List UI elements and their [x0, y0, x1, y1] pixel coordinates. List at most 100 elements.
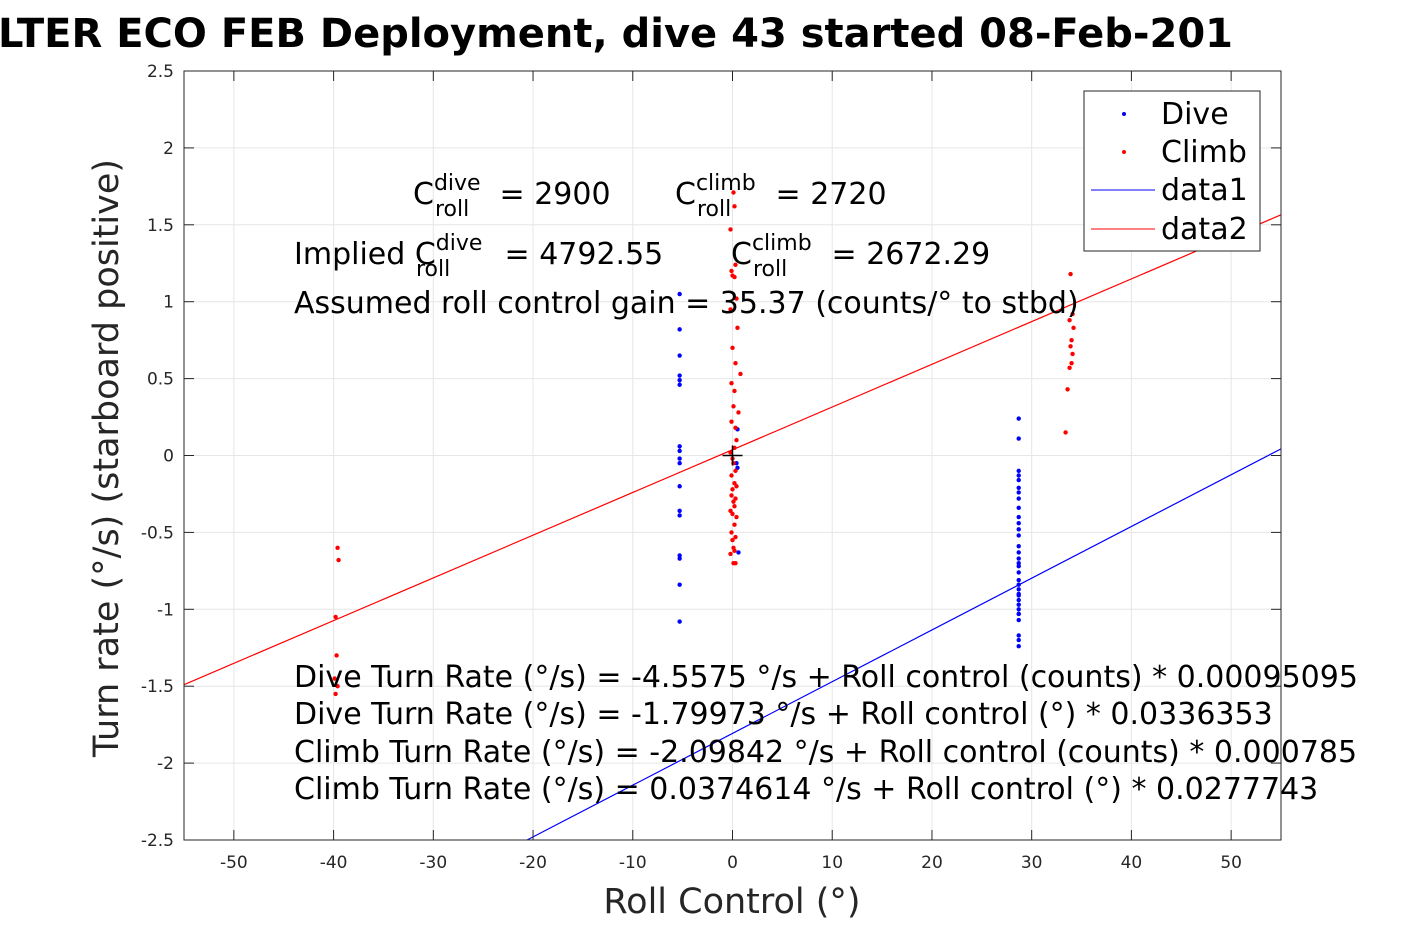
- implied-climb-prefix: C: [731, 237, 752, 272]
- c-dive-annotation: Cdive roll = 2900: [413, 171, 611, 222]
- point-climb: [1070, 311, 1075, 317]
- point-dive: [1016, 436, 1021, 441]
- point-dive: [677, 484, 682, 489]
- c-climb-value: = 2720: [766, 177, 887, 212]
- y-tick-label: -2: [157, 754, 174, 774]
- point-dive: [1016, 564, 1021, 569]
- point-climb: [735, 325, 740, 331]
- point-dive: [677, 291, 682, 297]
- point-climb: [732, 204, 737, 209]
- point-climb: [728, 551, 733, 557]
- point-dive: [677, 556, 682, 561]
- point-climb: [732, 504, 737, 509]
- point-climb: [729, 268, 734, 274]
- point-dive: [1016, 611, 1021, 617]
- implied-climb-sup: climb: [752, 231, 812, 256]
- point-climb: [736, 410, 741, 415]
- point-dive: [677, 353, 682, 358]
- point-climb: [1065, 387, 1070, 392]
- y-tick-label: 0.5: [147, 370, 174, 390]
- point-climb: [734, 296, 739, 301]
- point-dive: [1016, 644, 1021, 649]
- c-climb-sub: roll: [697, 197, 731, 222]
- c-dive-prefix: C: [413, 177, 434, 212]
- c-dive-value: = 2900: [490, 177, 611, 212]
- point-climb: [336, 557, 341, 563]
- point-dive: [1016, 533, 1021, 538]
- point-climb: [734, 437, 739, 443]
- point-dive: [677, 619, 682, 624]
- point-climb: [733, 361, 738, 366]
- point-climb: [728, 450, 733, 455]
- x-tick-label: 50: [1220, 853, 1242, 873]
- point-dive: [1016, 633, 1021, 638]
- center-marker: [722, 445, 743, 466]
- point-dive: [1016, 544, 1021, 549]
- point-climb: [730, 487, 735, 492]
- point-climb: [1071, 325, 1076, 331]
- point-dive: [677, 327, 682, 332]
- legend-label-dive: Dive: [1161, 97, 1229, 132]
- point-climb: [729, 381, 734, 386]
- point-dive: [677, 448, 682, 454]
- c-dive-sup: dive: [434, 171, 481, 196]
- point-dive: [1016, 617, 1021, 623]
- point-dive: [677, 508, 682, 514]
- point-dive: [1016, 520, 1021, 526]
- point-dive: [1016, 593, 1021, 598]
- equation-line-2: Dive Turn Rate (°/s) = -1.79973 °/s + Ro…: [294, 697, 1273, 732]
- x-tick-label: 40: [1121, 853, 1143, 873]
- implied-climb-sub: roll: [753, 257, 787, 282]
- legend-marker-dive: [1122, 112, 1126, 116]
- point-climb: [1069, 337, 1074, 343]
- y-tick-label: -1.5: [141, 677, 174, 697]
- point-climb: [733, 425, 738, 431]
- implied-dive-prefix: Implied C: [294, 237, 436, 272]
- equation-line-4: Climb Turn Rate (°/s) = 0.0374614 °/s + …: [294, 772, 1318, 807]
- point-dive: [1016, 582, 1021, 587]
- x-tick-label: -40: [320, 853, 348, 873]
- point-dive: [736, 550, 741, 555]
- point-climb: [731, 404, 736, 409]
- point-climb: [334, 653, 339, 658]
- point-climb: [738, 371, 743, 377]
- point-climb: [733, 468, 738, 474]
- x-tick-label: -10: [619, 853, 647, 873]
- point-dive: [1016, 416, 1021, 421]
- point-climb: [1067, 365, 1072, 371]
- point-dive: [1016, 514, 1021, 520]
- y-tick-label: 2.5: [147, 62, 174, 82]
- x-tick-label: 30: [1021, 853, 1043, 873]
- point-climb: [728, 307, 733, 312]
- implied-climb-value: = 2672.29: [822, 237, 990, 272]
- point-dive: [1016, 570, 1021, 575]
- point-dive: [1016, 577, 1021, 583]
- point-climb: [732, 548, 737, 554]
- point-dive: [1016, 602, 1021, 607]
- point-dive: [1016, 490, 1021, 495]
- point-dive: [1016, 468, 1021, 474]
- y-tick-label: 2: [163, 139, 174, 159]
- legend: Dive Climb data1 data2: [1083, 90, 1261, 252]
- point-climb: [728, 227, 733, 232]
- x-tick-label: -20: [519, 853, 547, 873]
- implied-dive-annotation: Implied Cdive roll = 4792.55: [294, 231, 663, 282]
- point-dive: [1016, 477, 1021, 483]
- point-climb: [731, 499, 736, 504]
- point-dive: [677, 582, 682, 587]
- point-climb: [731, 190, 736, 195]
- point-climb: [1070, 351, 1075, 357]
- point-climb: [732, 522, 737, 527]
- point-climb: [333, 691, 338, 697]
- point-climb: [1068, 271, 1073, 277]
- point-dive: [1016, 496, 1021, 501]
- point-dive: [1016, 597, 1021, 603]
- y-tick-label: -2.5: [141, 831, 174, 851]
- point-dive: [677, 456, 682, 461]
- point-dive: [677, 553, 682, 558]
- c-climb-prefix: C: [675, 177, 696, 212]
- point-climb: [1069, 361, 1074, 366]
- point-dive: [1016, 556, 1021, 561]
- equation-line-3: Climb Turn Rate (°/s) = -2.09842 °/s + R…: [294, 735, 1357, 770]
- point-dive: [1016, 637, 1021, 643]
